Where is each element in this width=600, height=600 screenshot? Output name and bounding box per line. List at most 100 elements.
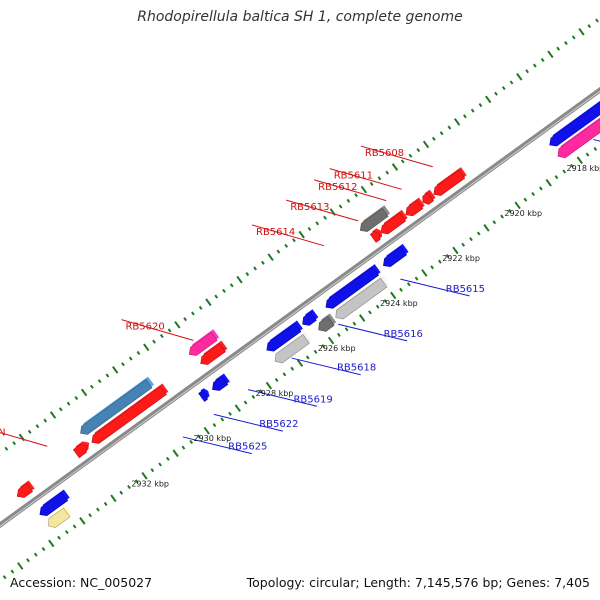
tick-mark	[181, 445, 186, 450]
tick-mark	[49, 411, 57, 419]
tick-mark	[41, 546, 46, 552]
feature-block-5	[380, 212, 407, 235]
tick-mark	[470, 108, 475, 113]
upper-tick-rail	[2, 146, 598, 580]
tick-mark	[383, 299, 388, 304]
gene-label-rb5619: RB5619	[293, 394, 332, 405]
tick-mark	[236, 275, 243, 284]
tick-mark	[336, 332, 341, 337]
tick-mark	[26, 558, 30, 563]
leader-line-rb5611	[329, 168, 402, 190]
tick-mark	[88, 513, 93, 518]
tick-mark	[321, 344, 326, 349]
leader-line-pepn	[0, 432, 48, 447]
feature-block-24	[16, 482, 34, 498]
tick-mark	[189, 439, 194, 445]
tick-mark	[576, 156, 583, 165]
tick-mark	[327, 336, 335, 345]
leader-line-rb5612	[314, 179, 387, 202]
tick-mark	[554, 175, 559, 180]
feature-block-4	[405, 200, 424, 217]
gene-label-rb5611: RB5611	[334, 171, 373, 182]
feature-block-1	[549, 102, 600, 147]
leader-line-rb5613	[286, 199, 359, 222]
tick-mark	[12, 441, 17, 446]
leader-line-rb5615	[400, 278, 470, 297]
tick-mark	[390, 291, 397, 300]
tick-mark	[445, 253, 450, 259]
tick-mark	[315, 221, 320, 226]
tick-mark	[2, 575, 7, 580]
tick-mark	[183, 317, 187, 322]
lower-tick-rail	[0, 18, 599, 456]
tick-mark	[360, 185, 368, 194]
tick-mark	[4, 446, 9, 451]
tick-mark	[64, 530, 69, 535]
tick-mark	[79, 517, 86, 525]
tick-mark	[531, 192, 536, 197]
gene-label-rb5618: RB5618	[337, 363, 376, 374]
tick-mark	[172, 449, 179, 458]
tick-mark	[105, 373, 110, 378]
tick-mark	[430, 265, 434, 270]
tick-mark	[501, 86, 506, 91]
tick-mark	[438, 259, 442, 264]
tick-mark	[453, 118, 461, 126]
accession-text: Accession: NC_005027	[10, 575, 153, 590]
tick-mark	[562, 169, 567, 174]
tick-mark	[229, 283, 234, 288]
tick-mark	[578, 27, 585, 36]
tick-mark	[89, 384, 94, 389]
feature-block-22	[39, 492, 69, 517]
tick-mark	[399, 287, 403, 292]
tick-mark	[66, 401, 71, 406]
tick-mark	[234, 404, 241, 412]
tick-mark	[564, 40, 568, 46]
feature-block-6	[369, 231, 381, 243]
tick-mark	[307, 226, 312, 232]
tick-label-2930: 2930 kbp	[194, 434, 232, 443]
tick-mark	[452, 246, 459, 255]
tick-mark	[27, 429, 32, 434]
tick-mark	[375, 304, 380, 309]
tick-mark	[346, 198, 351, 203]
feature-block-11	[318, 315, 335, 332]
gene-label-rb5612: RB5612	[318, 182, 357, 193]
tick-mark	[421, 269, 428, 277]
tick-mark	[523, 197, 528, 202]
tick-mark	[533, 63, 537, 68]
tick-mark	[422, 140, 430, 149]
tick-mark	[284, 243, 289, 248]
tick-mark	[274, 377, 279, 383]
tick-mark	[167, 328, 172, 333]
tick-mark	[57, 535, 61, 540]
gene-label-rb5616: RB5616	[384, 329, 423, 340]
tick-mark	[368, 310, 372, 315]
tick-mark	[338, 204, 343, 209]
tick-mark	[121, 362, 125, 367]
tick-mark	[165, 456, 170, 461]
tick-mark	[197, 434, 201, 439]
tick-mark	[507, 208, 512, 213]
leader-line-rb5616	[338, 323, 408, 342]
tick-mark	[198, 305, 203, 310]
tick-mark	[33, 552, 38, 557]
feature-block-8	[383, 246, 408, 268]
tick-mark	[48, 539, 55, 548]
tick-mark	[203, 426, 210, 435]
tick-mark	[72, 524, 77, 529]
tick-mark	[10, 569, 15, 574]
feature-block-16	[198, 390, 208, 402]
tick-mark	[159, 334, 164, 339]
tick-mark	[593, 146, 598, 152]
backbone-line	[0, 86, 600, 529]
tick-mark	[587, 24, 592, 29]
tick-mark	[290, 366, 295, 371]
tick-mark	[500, 214, 504, 219]
feature-block-13	[274, 333, 310, 364]
gene-label-rb5613: RB5613	[290, 202, 329, 213]
tick-label-2932: 2932 kbp	[131, 479, 169, 488]
tick-mark	[43, 418, 48, 423]
